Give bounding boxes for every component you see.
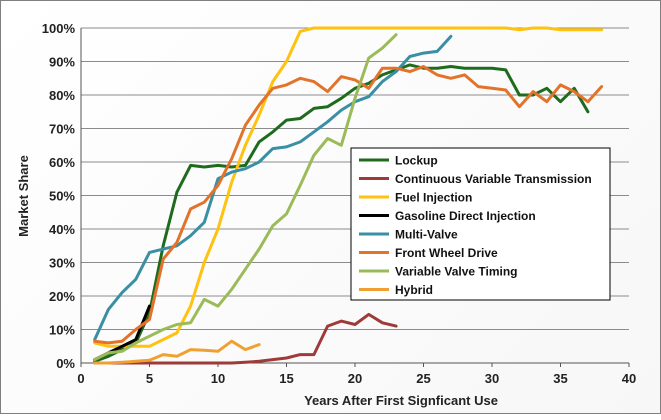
x-tick-label: 30 xyxy=(485,371,499,386)
y-tick-label: 30% xyxy=(49,256,75,271)
y-axis-title: Market Share xyxy=(16,155,31,237)
legend-label: Hybrid xyxy=(395,283,433,297)
series xyxy=(93,26,604,365)
y-tick-label: 10% xyxy=(49,323,75,338)
legend-label: Variable Valve Timing xyxy=(395,265,518,279)
series-line-front-wheel-drive xyxy=(93,65,604,345)
x-tick-label: 25 xyxy=(416,371,430,386)
y-tick-label: 50% xyxy=(49,189,75,204)
y-tick-label: 90% xyxy=(49,55,75,70)
legend: Lockup Continuous Variable Transmission Fu… xyxy=(350,147,611,301)
x-tick-label: 40 xyxy=(622,371,636,386)
y-tick-label: 20% xyxy=(49,289,75,304)
legend-label: Continuous Variable Transmission xyxy=(395,172,592,186)
y-tick-label: 60% xyxy=(49,155,75,170)
x-axis-title: Years After First Signficant Use xyxy=(304,393,498,408)
series-line-multi-valve xyxy=(93,34,453,342)
x-tick-label: 35 xyxy=(553,371,567,386)
legend-label: Gasoline Direct Injection xyxy=(395,209,536,223)
legend-label: Lockup xyxy=(395,154,438,168)
series-line-variable-valve-timing xyxy=(93,33,398,362)
legend-box xyxy=(350,147,611,301)
x-tick-label: 0 xyxy=(77,371,84,386)
x-tick-label: 15 xyxy=(279,371,293,386)
x-tick-label: 10 xyxy=(211,371,225,386)
series-line-hybrid xyxy=(93,339,261,365)
y-tick-label: 70% xyxy=(49,122,75,137)
series-line-fuel-injection xyxy=(93,26,604,348)
series-line-lockup xyxy=(93,63,590,363)
y-tick-label: 100% xyxy=(42,21,76,36)
x-tick-label: 5 xyxy=(146,371,153,386)
y-tick-label: 40% xyxy=(49,222,75,237)
y-tick-label: 0% xyxy=(56,356,75,371)
legend-label: Fuel Injection xyxy=(395,191,472,205)
legend-label: Front Wheel Drive xyxy=(395,246,498,260)
series-line-continuous-variable-transmission xyxy=(93,312,398,365)
axes: 0% 10% 20% 30% 40% 50% 60% 70% 80% 90% 100% 0 5 10 15 2… xyxy=(42,21,636,386)
x-tick-label: 20 xyxy=(348,371,362,386)
legend-label: Multi-Valve xyxy=(395,228,458,242)
y-tick-label: 80% xyxy=(49,88,75,103)
